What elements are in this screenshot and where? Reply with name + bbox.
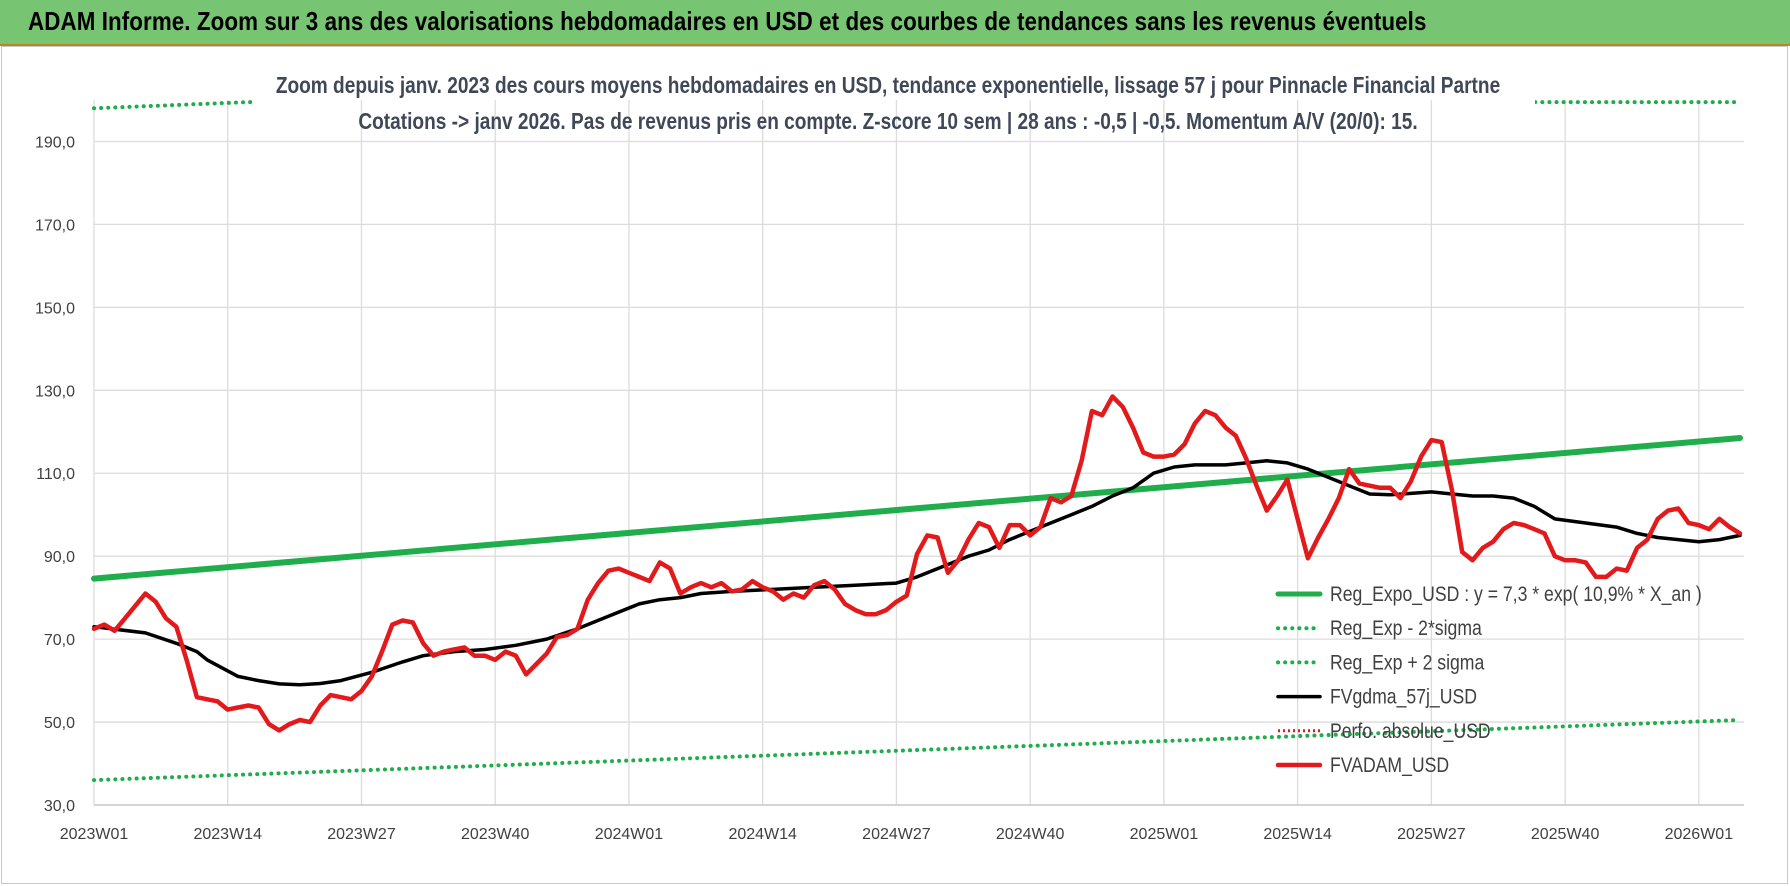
x-tick-label: 2025W40 xyxy=(1531,826,1600,843)
x-tick-label: 2024W01 xyxy=(595,826,664,843)
x-axis: 2023W01 2023W14 2023W27 2023W40 2024W01 2024W… xyxy=(60,804,1744,843)
y-tick-label: 70,0 xyxy=(44,632,75,649)
x-tick-label: 2024W27 xyxy=(862,826,931,843)
chart-frame xyxy=(1,46,1788,884)
chart-title: Zoom depuis janv. 2023 des cours moyens … xyxy=(276,73,1501,98)
y-tick-label: 190,0 xyxy=(35,134,75,151)
y-tick-label: 90,0 xyxy=(44,549,75,566)
x-tick-label: 2023W14 xyxy=(193,826,262,843)
chart-subtitle: Cotations -> janv 2026. Pas de revenus p… xyxy=(358,109,1417,134)
x-tick-label: 2023W40 xyxy=(461,826,530,843)
legend: Reg_Expo_USD : y = 7,3 * exp( 10,9% * X_… xyxy=(1275,583,1702,778)
series-line-reg-expo-usd-y-7-3-exp-10-9-x-an xyxy=(91,435,1743,582)
gridlines xyxy=(93,100,1744,806)
legend-label-reg-exp-2-sigma: Reg_Exp - 2*sigma xyxy=(1330,617,1482,641)
legend-label-fvadam-usd: FVADAM_USD xyxy=(1330,754,1449,778)
x-tick-label: 2025W01 xyxy=(1130,826,1199,843)
x-tick-label: 2023W27 xyxy=(327,826,396,843)
legend-label-fvgdma-57j-usd: FVgdma_57j_USD xyxy=(1330,685,1477,709)
x-tick-label: 2025W14 xyxy=(1263,826,1332,843)
series-line-fvgdma-57j-usd xyxy=(92,459,1742,687)
y-tick-label: 130,0 xyxy=(35,383,75,400)
x-tick-label: 2026W01 xyxy=(1665,826,1734,843)
x-tick-label: 2024W40 xyxy=(996,826,1065,843)
banner-title: ADAM Informe. Zoom sur 3 ans des valoris… xyxy=(28,6,1427,36)
x-tick-label: 2025W27 xyxy=(1397,826,1466,843)
legend-label-reg-exp-2-sigma: Reg_Exp + 2 sigma xyxy=(1330,651,1484,675)
y-tick-label: 150,0 xyxy=(35,300,75,317)
header-banner: ADAM Informe. Zoom sur 3 ans des valoris… xyxy=(0,0,1790,46)
y-tick-label: 30,0 xyxy=(44,798,75,815)
series-line-reg-exp-2-sigma xyxy=(92,100,1742,111)
y-tick-label: 50,0 xyxy=(44,715,75,732)
legend-label-reg-expo-usd-y-7-3-exp-10-9-x-an: Reg_Expo_USD : y = 7,3 * exp( 10,9% * X_… xyxy=(1330,583,1702,607)
series-line-reg-exp-2-sigma xyxy=(92,718,1742,783)
series-line-fvadam-usd xyxy=(91,394,1743,733)
legend-label-perfo-absolue-usd: Perfo. absolue_USD xyxy=(1330,719,1491,743)
y-tick-label: 170,0 xyxy=(35,217,75,234)
series-group xyxy=(91,100,1743,783)
x-tick-label: 2024W14 xyxy=(728,826,797,843)
y-tick-label: 110,0 xyxy=(36,466,75,483)
y-axis: 30,0 50,0 70,0 90,0 110,0 130,0 150,0 170,0 190,… xyxy=(35,134,75,815)
x-tick-label: 2023W01 xyxy=(60,826,129,843)
